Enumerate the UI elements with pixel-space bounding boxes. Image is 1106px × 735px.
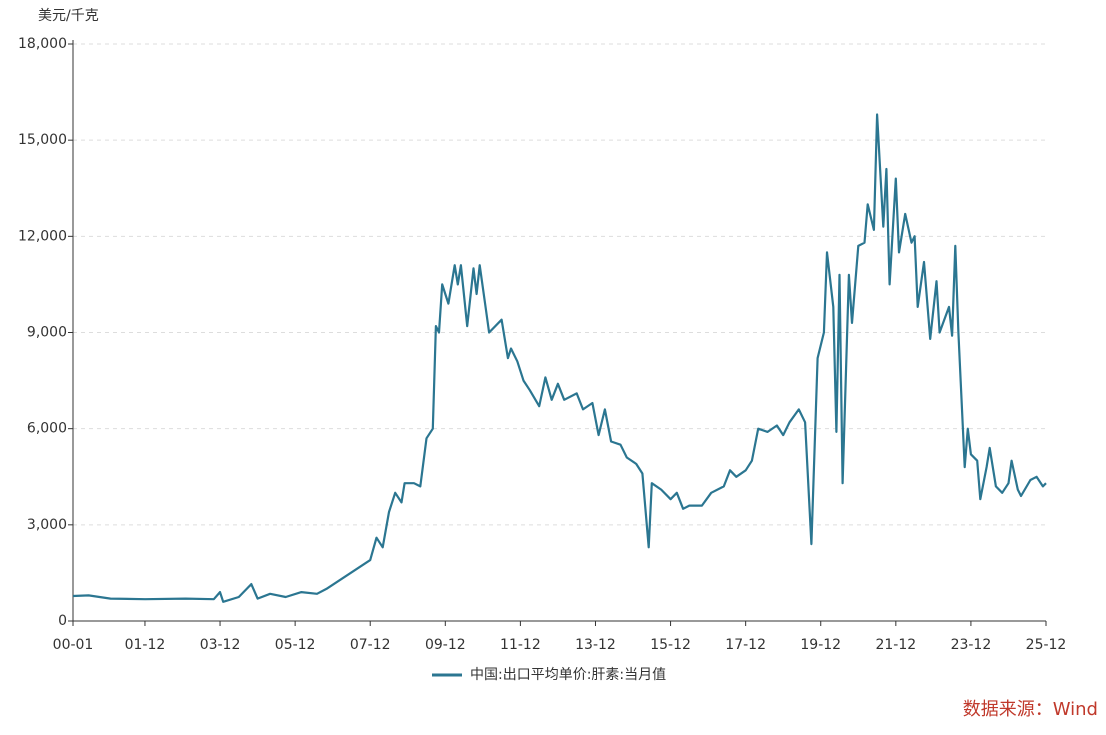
data-line	[72, 113, 1047, 603]
x-tick-label: 01-12	[125, 637, 166, 653]
y-tick-label: 15,000	[18, 132, 67, 148]
y-axis-unit: 美元/千克	[38, 8, 99, 24]
x-tick-label: 17-12	[725, 637, 766, 653]
y-tick-label: 3,000	[27, 517, 67, 533]
x-tick-label: 00-01	[53, 637, 94, 653]
y-tick-label: 12,000	[18, 228, 67, 244]
x-tick-label: 21-12	[875, 637, 916, 653]
x-tick-label: 13-12	[575, 637, 616, 653]
x-tick-label: 05-12	[275, 637, 316, 653]
y-tick-label: 18,000	[18, 36, 67, 52]
x-tick-label: 09-12	[425, 637, 466, 653]
x-tick-label: 11-12	[500, 637, 541, 653]
x-tick-label: 03-12	[200, 637, 241, 653]
legend-label: 中国:出口平均单价:肝素:当月值	[470, 667, 666, 683]
y-tick-label: 0	[58, 613, 67, 629]
source-note: 数据来源：Wind	[963, 699, 1098, 720]
x-tick-label: 15-12	[650, 637, 691, 653]
x-tick-label: 19-12	[800, 637, 841, 653]
x-tick-label: 07-12	[350, 637, 391, 653]
x-tick-label: 23-12	[951, 637, 992, 653]
y-tick-label: 6,000	[27, 421, 67, 437]
x-tick-label: 25-12	[1026, 637, 1067, 653]
y-tick-label: 9,000	[27, 325, 67, 341]
